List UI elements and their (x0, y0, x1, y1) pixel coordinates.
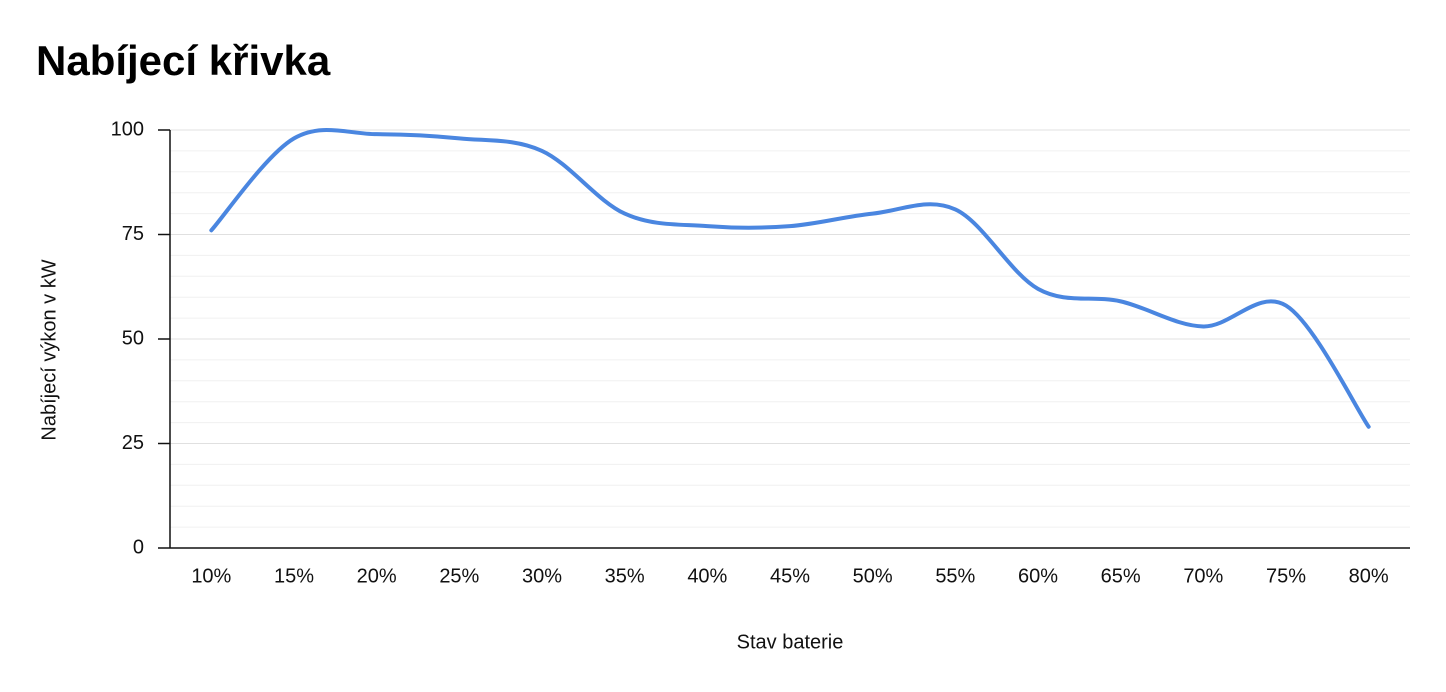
x-tick-label: 60% (1018, 565, 1058, 587)
y-axis-label: Nabíjecí výkon v kW (38, 259, 60, 440)
y-tick-label: 100 (111, 118, 144, 140)
x-axis-label: Stav baterie (737, 631, 844, 653)
y-tick-label: 50 (122, 327, 144, 349)
y-tick-label: 0 (133, 536, 144, 558)
x-tick-label: 45% (770, 565, 810, 587)
line-series (209, 127, 1371, 429)
x-tick-label: 70% (1183, 565, 1223, 587)
x-tick-label: 65% (1101, 565, 1141, 587)
x-tick-label: 55% (935, 565, 975, 587)
x-tick-label: 40% (687, 565, 727, 587)
x-tick-label: 25% (439, 565, 479, 587)
chart-title: Nabíjecí křivka (36, 37, 331, 84)
x-tick-label: 20% (357, 565, 397, 587)
x-tick-label: 15% (274, 565, 314, 587)
x-tick-label: 35% (605, 565, 645, 587)
x-tick-label: 30% (522, 565, 562, 587)
x-tick-label: 50% (853, 565, 893, 587)
y-tick-label: 25 (122, 432, 144, 454)
x-tick-label: 80% (1349, 565, 1389, 587)
x-tick-label: 10% (191, 565, 231, 587)
x-tick-label: 75% (1266, 565, 1306, 587)
y-tick-label: 75 (122, 223, 144, 245)
